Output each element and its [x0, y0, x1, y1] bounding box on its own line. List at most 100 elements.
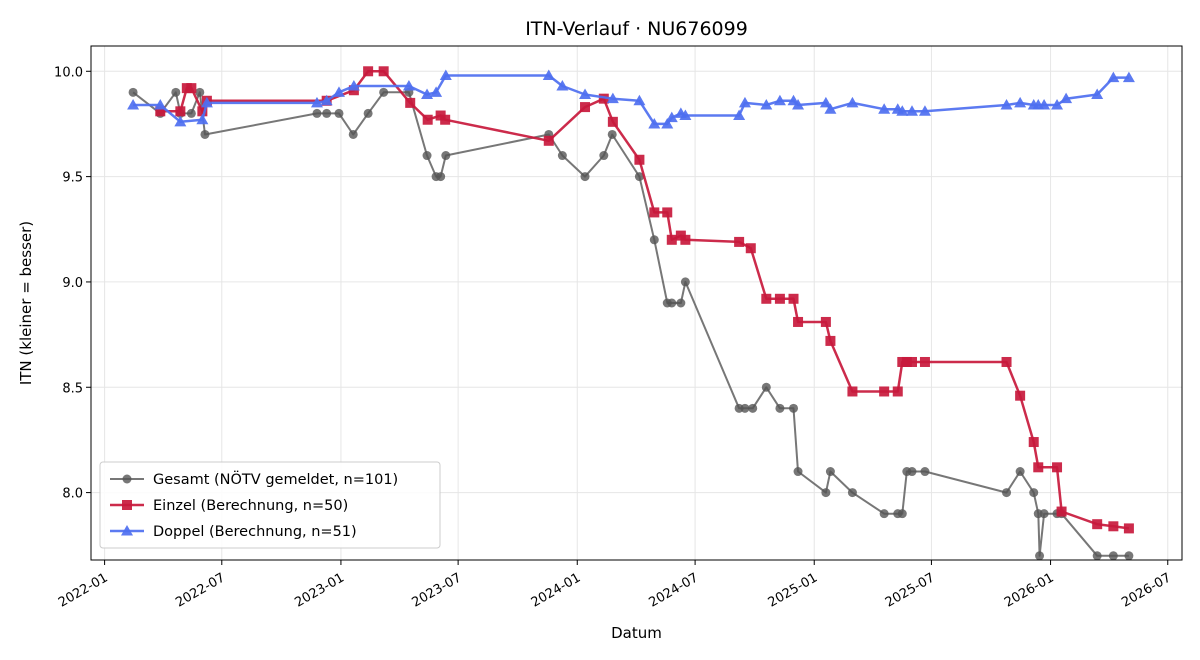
data-point-einzel: [1028, 437, 1039, 448]
data-point-gesamt: [200, 129, 210, 139]
data-point-doppel: [542, 69, 555, 80]
y-axis: 8.0 8.5 9.0 9.5 10.0: [54, 65, 91, 502]
data-point-einzel: [1056, 506, 1067, 517]
data-point-gesamt: [1029, 488, 1039, 498]
series-doppel: [127, 69, 1135, 129]
data-point-gesamt: [379, 87, 389, 97]
chart-title: ITN-Verlauf · NU676099: [525, 18, 748, 40]
data-point-einzel: [1108, 521, 1119, 532]
data-point-gesamt: [195, 87, 205, 97]
data-point-doppel: [606, 92, 619, 104]
data-point-doppel: [738, 96, 751, 108]
data-point-einzel: [378, 66, 389, 77]
y-tick-label: 8.0: [62, 487, 83, 502]
data-point-doppel: [402, 80, 415, 91]
series-gesamt: [128, 87, 1134, 561]
data-point-doppel: [846, 96, 859, 108]
data-point-doppel: [1122, 71, 1135, 83]
data-point-doppel: [760, 98, 773, 110]
data-point-doppel: [648, 117, 661, 129]
series-layer: [127, 66, 1135, 561]
data-point-doppel: [1107, 71, 1120, 83]
data-point-gesamt: [557, 151, 567, 161]
data-point-gesamt: [607, 129, 617, 139]
y-tick-label: 10.0: [54, 65, 83, 80]
data-point-doppel: [439, 69, 452, 80]
data-point-einzel: [825, 335, 836, 346]
data-point-gesamt: [676, 298, 686, 308]
data-point-doppel: [896, 105, 909, 116]
data-point-doppel: [633, 94, 646, 106]
data-point-doppel: [819, 96, 832, 108]
data-point-doppel: [824, 103, 837, 114]
data-point-gesamt: [128, 87, 138, 97]
data-point-doppel: [196, 113, 209, 125]
data-point-doppel: [174, 115, 187, 127]
data-point-gesamt: [348, 129, 358, 139]
data-point-einzel: [820, 316, 831, 327]
data-point-einzel: [649, 207, 660, 218]
data-point-gesamt: [312, 108, 322, 118]
data-point-einzel: [1052, 462, 1063, 473]
data-point-gesamt: [789, 403, 799, 413]
data-point-gesamt: [580, 172, 590, 182]
data-point-einzel: [634, 154, 645, 165]
data-point-gesamt: [879, 509, 889, 519]
data-point-gesamt: [740, 403, 750, 413]
data-point-doppel: [1060, 92, 1073, 104]
data-point-doppel: [661, 117, 674, 129]
data-point-gesamt: [363, 108, 373, 118]
data-point-einzel: [1015, 390, 1026, 401]
data-point-einzel: [607, 116, 618, 127]
data-point-gesamt: [847, 488, 857, 498]
data-point-gesamt: [634, 172, 644, 182]
data-point-doppel: [154, 98, 167, 110]
data-point-einzel: [155, 106, 166, 117]
data-point-gesamt: [171, 87, 181, 97]
data-point-doppel: [579, 88, 592, 99]
legend-box: [99, 461, 441, 549]
data-point-einzel: [680, 234, 691, 245]
plot-frame: [90, 45, 1183, 561]
data-point-einzel: [745, 243, 756, 254]
data-point-doppel: [310, 96, 323, 108]
data-point-einzel: [1092, 519, 1103, 530]
data-point-doppel: [1091, 88, 1104, 99]
legend-marker-gesamt: [122, 474, 132, 484]
data-point-einzel: [580, 102, 591, 113]
data-point-doppel: [347, 80, 360, 91]
data-point-einzel: [186, 83, 197, 94]
data-point-einzel: [1001, 356, 1012, 367]
data-point-gesamt: [649, 235, 659, 245]
data-point-einzel: [422, 114, 433, 125]
legend: Gesamt (NÖTV gemeldet, n=101) Einzel (Ber…: [99, 461, 441, 549]
data-point-gesamt: [1002, 488, 1012, 498]
legend-label-einzel: Einzel (Berechnung, n=50): [153, 498, 348, 514]
data-point-einzel: [405, 97, 416, 108]
data-point-doppel: [1014, 96, 1027, 108]
data-point-doppel: [320, 94, 333, 106]
data-point-einzel: [793, 316, 804, 327]
data-point-einzel: [892, 386, 903, 397]
data-point-gesamt: [186, 108, 196, 118]
legend-label-doppel: Doppel (Berechnung, n=51): [153, 524, 357, 540]
x-axis-title: Datum: [611, 624, 662, 642]
data-point-einzel: [666, 234, 677, 245]
data-point-gesamt: [1092, 551, 1102, 561]
data-point-einzel: [662, 207, 673, 218]
data-point-doppel: [733, 109, 746, 121]
data-point-einzel: [1033, 462, 1044, 473]
data-point-einzel: [901, 356, 912, 367]
data-point-einzel: [1123, 523, 1134, 534]
y-tick-label: 9.0: [62, 276, 83, 291]
data-point-einzel: [440, 114, 451, 125]
data-point-gesamt: [1039, 509, 1049, 519]
series-einzel: [155, 66, 1134, 534]
data-point-gesamt: [821, 488, 831, 498]
y-tick-label: 8.5: [62, 381, 83, 396]
data-point-doppel: [906, 105, 919, 116]
data-point-gesamt: [825, 467, 835, 477]
data-point-gesamt: [599, 151, 609, 161]
data-point-doppel: [127, 98, 140, 110]
